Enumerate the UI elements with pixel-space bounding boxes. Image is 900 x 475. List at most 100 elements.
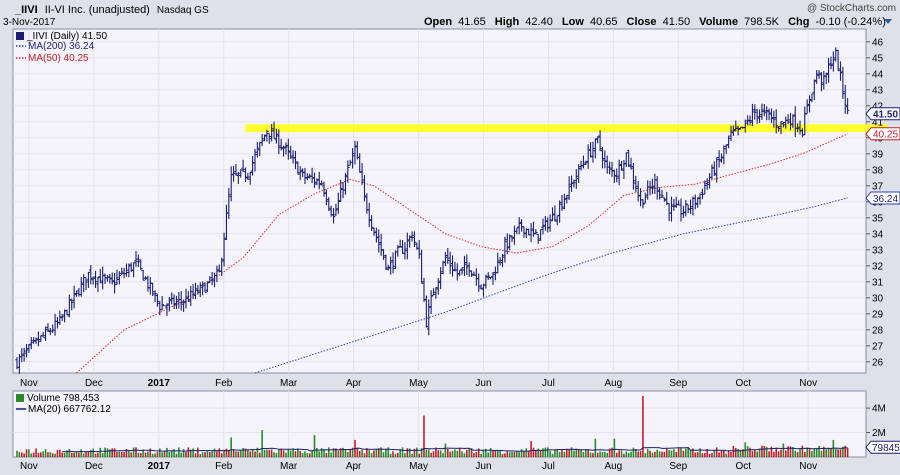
volume-bar bbox=[725, 453, 728, 457]
price-bar bbox=[829, 56, 833, 70]
price-bar bbox=[362, 175, 367, 202]
volume-bar bbox=[423, 415, 425, 457]
volume-bar bbox=[306, 452, 309, 457]
volume-bar bbox=[208, 452, 211, 457]
price-bar bbox=[486, 272, 491, 280]
volume-bar bbox=[432, 451, 435, 457]
volume-bar bbox=[135, 447, 137, 457]
price-bar bbox=[84, 277, 88, 291]
month-label: Oct bbox=[735, 461, 751, 472]
price-bar bbox=[367, 202, 372, 228]
price-bar bbox=[336, 192, 341, 214]
volume-bar bbox=[658, 451, 661, 457]
volume-bar bbox=[44, 449, 47, 457]
volume-bar bbox=[542, 448, 544, 457]
volume-bar bbox=[665, 448, 668, 457]
volume-bar bbox=[673, 449, 675, 457]
price-bar bbox=[660, 190, 664, 198]
volume-bar bbox=[304, 451, 306, 457]
volume-bar bbox=[316, 447, 318, 457]
volume-bar bbox=[608, 448, 611, 457]
volume-bar bbox=[663, 451, 666, 457]
volume-ma20-path bbox=[62, 446, 848, 453]
price-bar bbox=[288, 145, 293, 159]
volume-bar bbox=[516, 450, 518, 457]
volume-bar bbox=[382, 452, 385, 457]
volume-bar bbox=[285, 452, 287, 457]
volume-bar bbox=[123, 451, 125, 457]
volume-bar bbox=[604, 451, 606, 457]
price-bar bbox=[781, 121, 786, 128]
volume-bar bbox=[292, 448, 294, 457]
volume-bar bbox=[113, 448, 116, 457]
price-bar bbox=[617, 159, 621, 186]
price-bar bbox=[262, 134, 267, 142]
volume-bar bbox=[580, 449, 582, 457]
volume-bar bbox=[649, 450, 651, 457]
month-label: Dec bbox=[85, 378, 103, 389]
volume-bar bbox=[723, 450, 725, 457]
volume-bar bbox=[125, 449, 128, 457]
price-bar bbox=[722, 145, 726, 165]
volume-bar bbox=[670, 450, 673, 457]
price-bar bbox=[386, 264, 391, 271]
price-bar bbox=[424, 295, 429, 328]
volume-bar bbox=[439, 450, 442, 457]
price-bar bbox=[29, 336, 34, 350]
volume-bar bbox=[696, 452, 699, 457]
volume-bar bbox=[235, 451, 237, 457]
volume-bar bbox=[228, 449, 230, 457]
month-label: Nov bbox=[799, 461, 817, 472]
volume-bar bbox=[242, 447, 244, 457]
price-bar bbox=[491, 271, 495, 285]
volume-bar bbox=[815, 448, 818, 457]
volume-bar bbox=[25, 449, 28, 457]
volume-bar bbox=[435, 447, 437, 457]
volume-bar bbox=[565, 448, 568, 457]
volume-bar bbox=[765, 446, 768, 457]
price-bar bbox=[541, 218, 545, 235]
high-value: 42.40 bbox=[525, 16, 553, 28]
price-bar bbox=[553, 205, 557, 222]
volume-bar bbox=[247, 449, 249, 457]
volume-bar bbox=[204, 452, 206, 457]
volume-bar bbox=[487, 452, 490, 457]
volume-bar bbox=[454, 449, 456, 457]
price-bar bbox=[465, 254, 469, 275]
volume-bar bbox=[737, 448, 739, 457]
price-bar bbox=[74, 290, 79, 297]
volume-bar bbox=[254, 451, 256, 457]
price-bar bbox=[265, 129, 269, 142]
volume-bar bbox=[527, 451, 530, 457]
volume-bar bbox=[582, 451, 585, 457]
volume-bar bbox=[147, 451, 149, 457]
price-bar bbox=[443, 252, 448, 267]
volume-bar bbox=[139, 453, 142, 457]
price-bar bbox=[36, 331, 41, 347]
price-bar bbox=[115, 269, 119, 285]
price-bar bbox=[522, 226, 526, 238]
price-bar bbox=[274, 128, 279, 144]
volume-bar bbox=[623, 453, 625, 457]
price-bar bbox=[724, 144, 729, 154]
price-bar bbox=[267, 133, 272, 144]
volume-bar bbox=[461, 451, 463, 457]
volume-bar bbox=[73, 452, 75, 457]
volume-badge-shape bbox=[865, 440, 900, 454]
volume-bar bbox=[32, 452, 35, 457]
volume-bar bbox=[592, 452, 594, 457]
price-bar bbox=[795, 123, 800, 133]
volume-bar bbox=[361, 449, 363, 457]
chevron-down-icon[interactable] bbox=[884, 19, 892, 24]
price-bar bbox=[731, 125, 736, 136]
volume-bar bbox=[104, 447, 106, 457]
price-bar bbox=[581, 155, 586, 169]
price-bar bbox=[588, 141, 593, 158]
price-bar bbox=[576, 164, 581, 183]
price-bar bbox=[396, 245, 400, 257]
price-bar bbox=[350, 148, 355, 169]
volume-bar bbox=[337, 450, 340, 457]
price-bar bbox=[695, 197, 700, 208]
volume-bar bbox=[347, 451, 349, 457]
